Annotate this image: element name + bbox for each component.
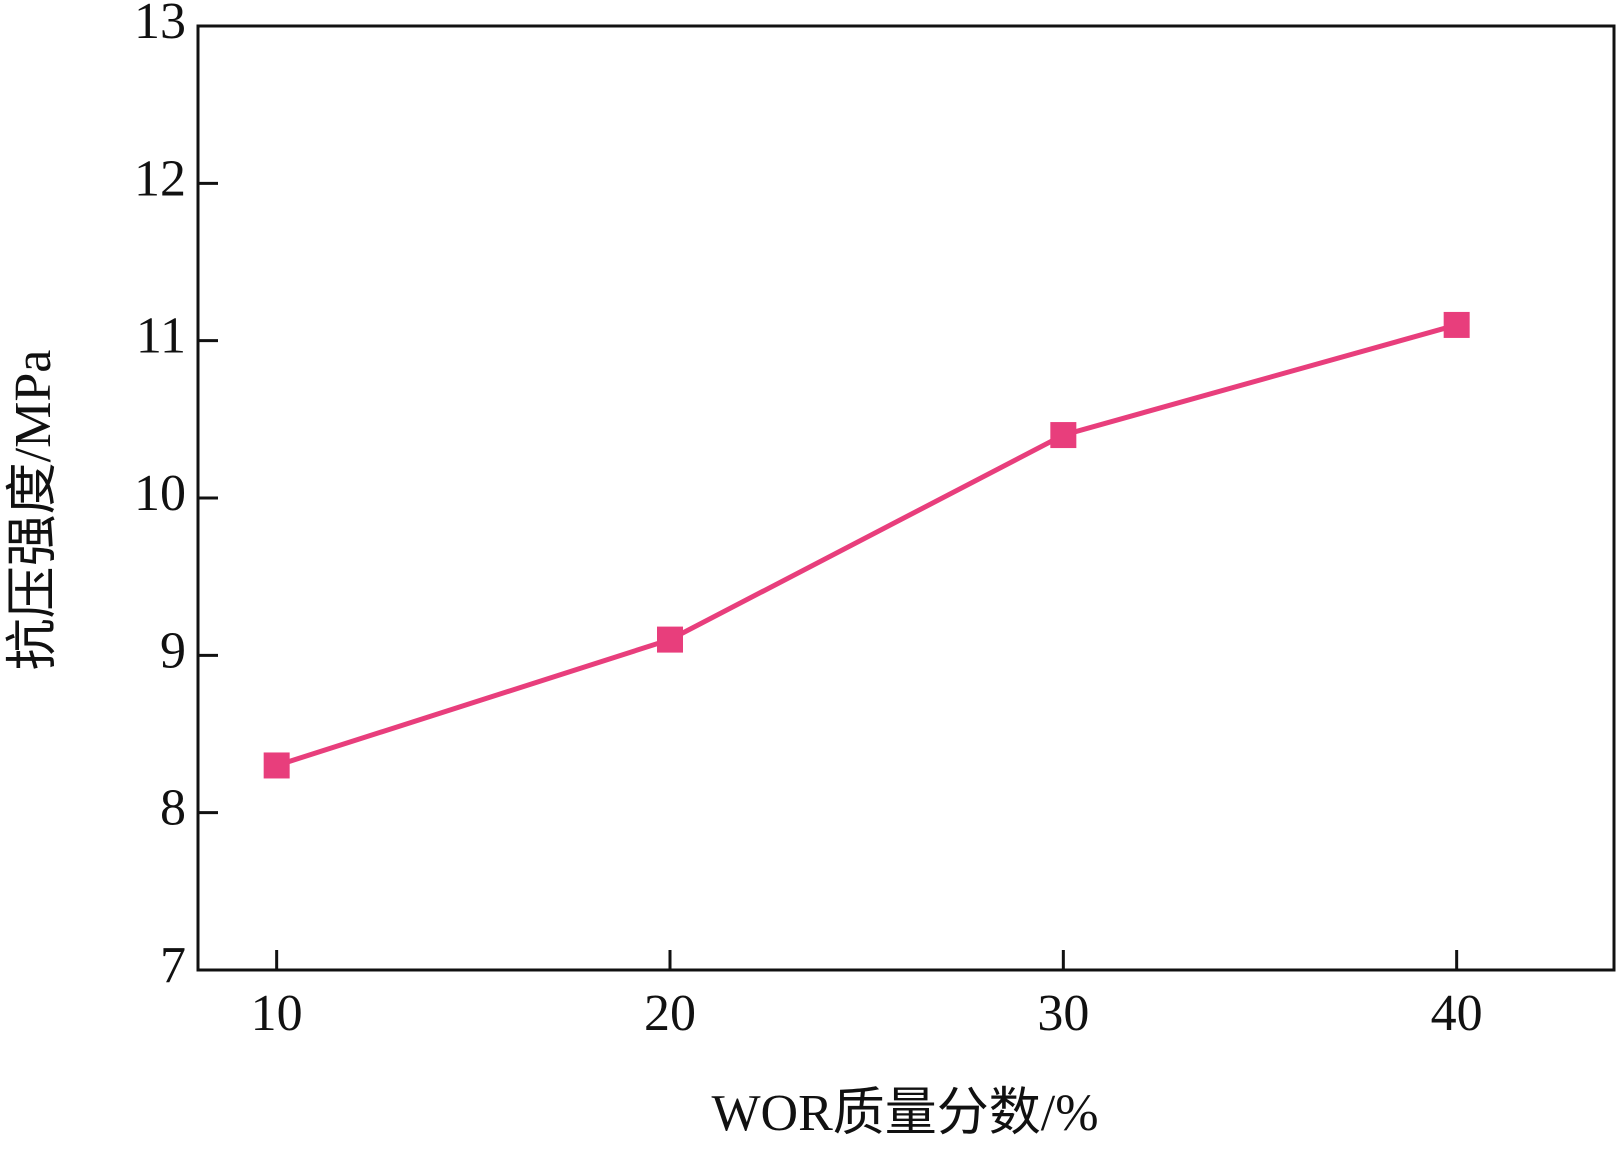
y-tick-label: 10: [134, 465, 186, 522]
data-point: [263, 752, 290, 779]
x-tick-label: 10: [251, 985, 303, 1042]
y-tick-label: 11: [136, 308, 186, 365]
x-tick-label: 30: [1037, 985, 1089, 1042]
y-tick-label: 12: [134, 150, 186, 207]
y-tick-label: 13: [134, 0, 186, 50]
plot-frame: [196, 24, 1616, 972]
data-point: [1050, 422, 1077, 449]
x-tick-label: 20: [644, 985, 696, 1042]
y-tick-label: 8: [160, 780, 186, 837]
x-axis-label: WOR质量分数/%: [711, 1085, 1098, 1142]
data-line: [275, 322, 1458, 768]
y-tick-label: 7: [160, 937, 186, 994]
y-tick-label: 9: [160, 622, 186, 679]
data-point: [1443, 311, 1470, 338]
x-tick-label: 40: [1431, 985, 1483, 1042]
y-axis-label: 抗压强度/MPa: [5, 350, 62, 671]
data-point: [657, 626, 683, 653]
